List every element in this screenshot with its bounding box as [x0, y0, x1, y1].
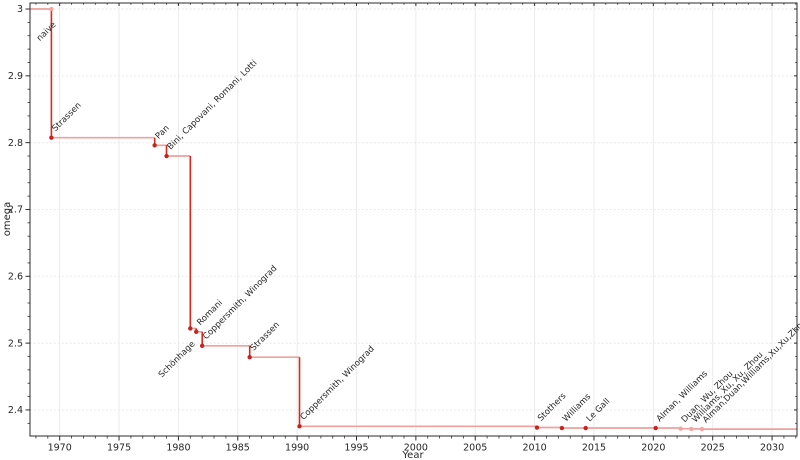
point-annotation: Alman,Duan,Williams,Xu,Xu,Zhou	[701, 317, 800, 425]
y-tick-label: 2.8	[8, 138, 23, 149]
data-point-marker	[194, 329, 199, 334]
x-tick-label: 2015	[582, 443, 606, 454]
data-point-marker	[49, 135, 54, 140]
y-tick-label: 2.6	[8, 271, 23, 282]
data-point-marker	[534, 425, 540, 430]
y-tick-label: 2.4	[8, 405, 23, 416]
data-point-marker	[164, 153, 169, 159]
x-tick-label: 1975	[107, 443, 131, 454]
y-axis-title: omega	[2, 202, 13, 237]
data-point-marker	[678, 426, 683, 431]
data-point-marker	[199, 343, 205, 348]
data-point-marker	[152, 143, 157, 148]
point-annotation: naive	[35, 20, 58, 43]
data-point-marker	[297, 424, 302, 429]
x-tick-label: 2010	[523, 443, 547, 454]
x-tick-label: 2020	[641, 443, 665, 454]
y-tick-label: 3	[17, 4, 23, 15]
point-annotation: Bini, Capovani, Romani, Lotti	[166, 58, 260, 152]
y-tick-label: 2.7	[8, 205, 23, 216]
step-line	[30, 8, 797, 430]
data-point-marker	[247, 354, 252, 360]
data-points	[49, 6, 705, 432]
axes: 1970 1975 1980 1985 1990 1995 2000 2005 2010 2015…	[8, 2, 798, 454]
x-tick-label: 1995	[344, 443, 368, 454]
data-point-marker	[653, 425, 658, 431]
data-point-marker	[188, 326, 193, 331]
point-annotation: Coppersmith, Winograd	[299, 344, 377, 422]
x-tick-label: 2000	[404, 443, 428, 454]
x-tick-label: 1985	[226, 443, 250, 454]
x-tick-label: 1970	[48, 443, 72, 454]
x-tick-label: 2030	[760, 443, 784, 454]
gridlines	[30, 3, 797, 436]
step-line-vertical	[50, 9, 703, 430]
data-point-marker	[583, 425, 588, 431]
point-annotation: Williams, Xu, Xu, Zhou	[690, 350, 765, 425]
data-point-marker	[49, 6, 54, 12]
point-annotation: Schönhage	[157, 339, 197, 379]
step-line-horizontal	[30, 8, 797, 430]
data-point-marker	[699, 426, 705, 432]
x-tick-label: 2005	[463, 443, 487, 454]
y-tick-label: 2.9	[8, 71, 23, 82]
y-tick-label: 2.5	[8, 338, 23, 349]
x-tick-label: 2025	[701, 443, 725, 454]
x-tick-label: 1980	[166, 443, 190, 454]
data-point-marker	[559, 425, 565, 431]
point-annotation: Strassen	[50, 101, 83, 134]
plot-frame	[29, 2, 798, 437]
point-annotation: Pan	[154, 124, 172, 142]
point-annotation: Strassen	[249, 320, 282, 353]
x-tick-label: 1990	[285, 443, 309, 454]
x-axis-title: Year	[401, 450, 424, 460]
data-point-marker	[689, 426, 694, 432]
